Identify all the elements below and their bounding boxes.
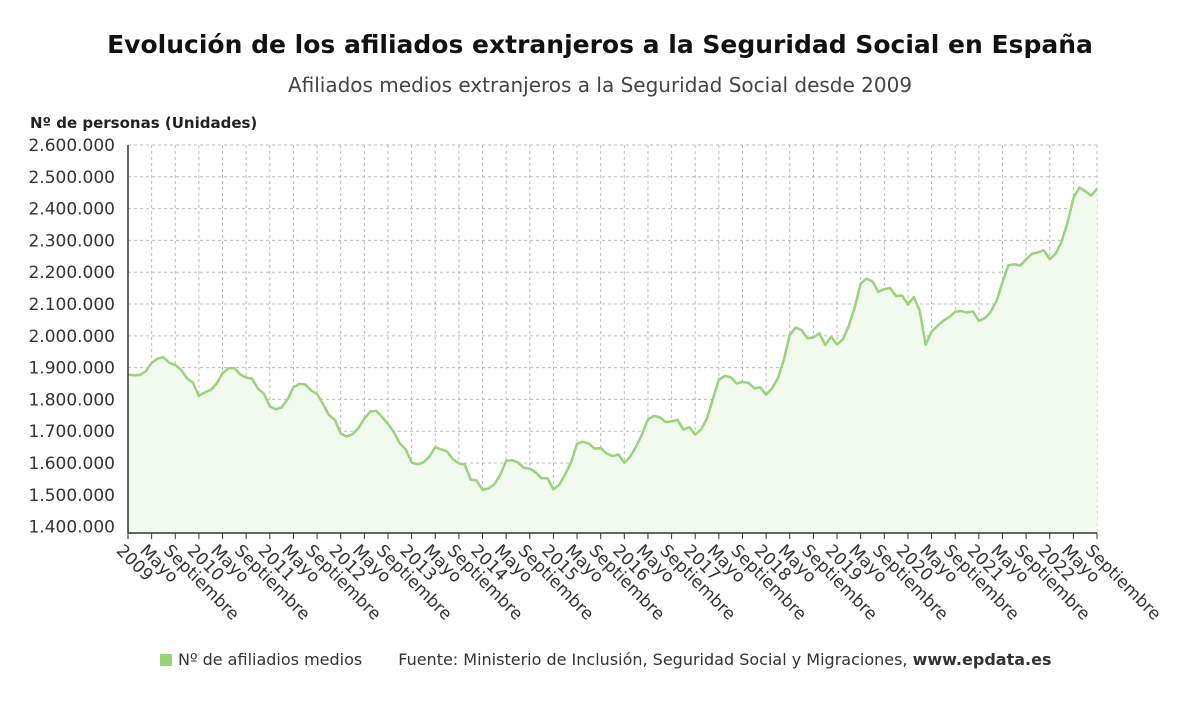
legend-label: Nº de afiliadios medios bbox=[178, 650, 363, 669]
y-axis-title: Nº de personas (Unidades) bbox=[30, 114, 257, 132]
series-area bbox=[128, 187, 1097, 533]
y-tick-label: 1.500.000 bbox=[28, 486, 115, 506]
y-tick-label: 2.500.000 bbox=[28, 168, 115, 188]
series-line bbox=[127, 186, 1098, 491]
source-site: www.epdata.es bbox=[912, 650, 1052, 669]
source-text: Fuente: Ministerio de Inclusión, Segurid… bbox=[398, 650, 1051, 669]
y-tick-label: 1.800.000 bbox=[28, 390, 115, 410]
y-tick-label: 1.900.000 bbox=[28, 359, 115, 379]
y-tick-label: 2.600.000 bbox=[28, 136, 115, 156]
y-tick-label: 2.200.000 bbox=[28, 263, 115, 283]
y-tick-label: 1.400.000 bbox=[28, 518, 115, 538]
y-tick-label: 2.000.000 bbox=[28, 327, 115, 347]
chart-title: Evolución de los afiliados extranjeros a… bbox=[107, 30, 1093, 59]
y-tick-label: 2.400.000 bbox=[28, 200, 115, 220]
legend: Nº de afiliadios medios Fuente: Minister… bbox=[160, 650, 1051, 669]
legend-swatch bbox=[160, 653, 172, 666]
chart-subtitle: Afiliados medios extranjeros a la Seguri… bbox=[287, 73, 913, 97]
y-tick-label: 1.700.000 bbox=[28, 422, 115, 442]
y-tick-label: 2.300.000 bbox=[28, 231, 115, 251]
line-chart: Nº de personas (Unidades) 1.400.000 1.500.… bbox=[28, 114, 1164, 625]
y-tick-label: 1.600.000 bbox=[28, 454, 115, 474]
y-tick-label: 2.100.000 bbox=[28, 295, 115, 315]
source-label: Fuente: Ministerio de Inclusión, Segurid… bbox=[398, 650, 908, 669]
